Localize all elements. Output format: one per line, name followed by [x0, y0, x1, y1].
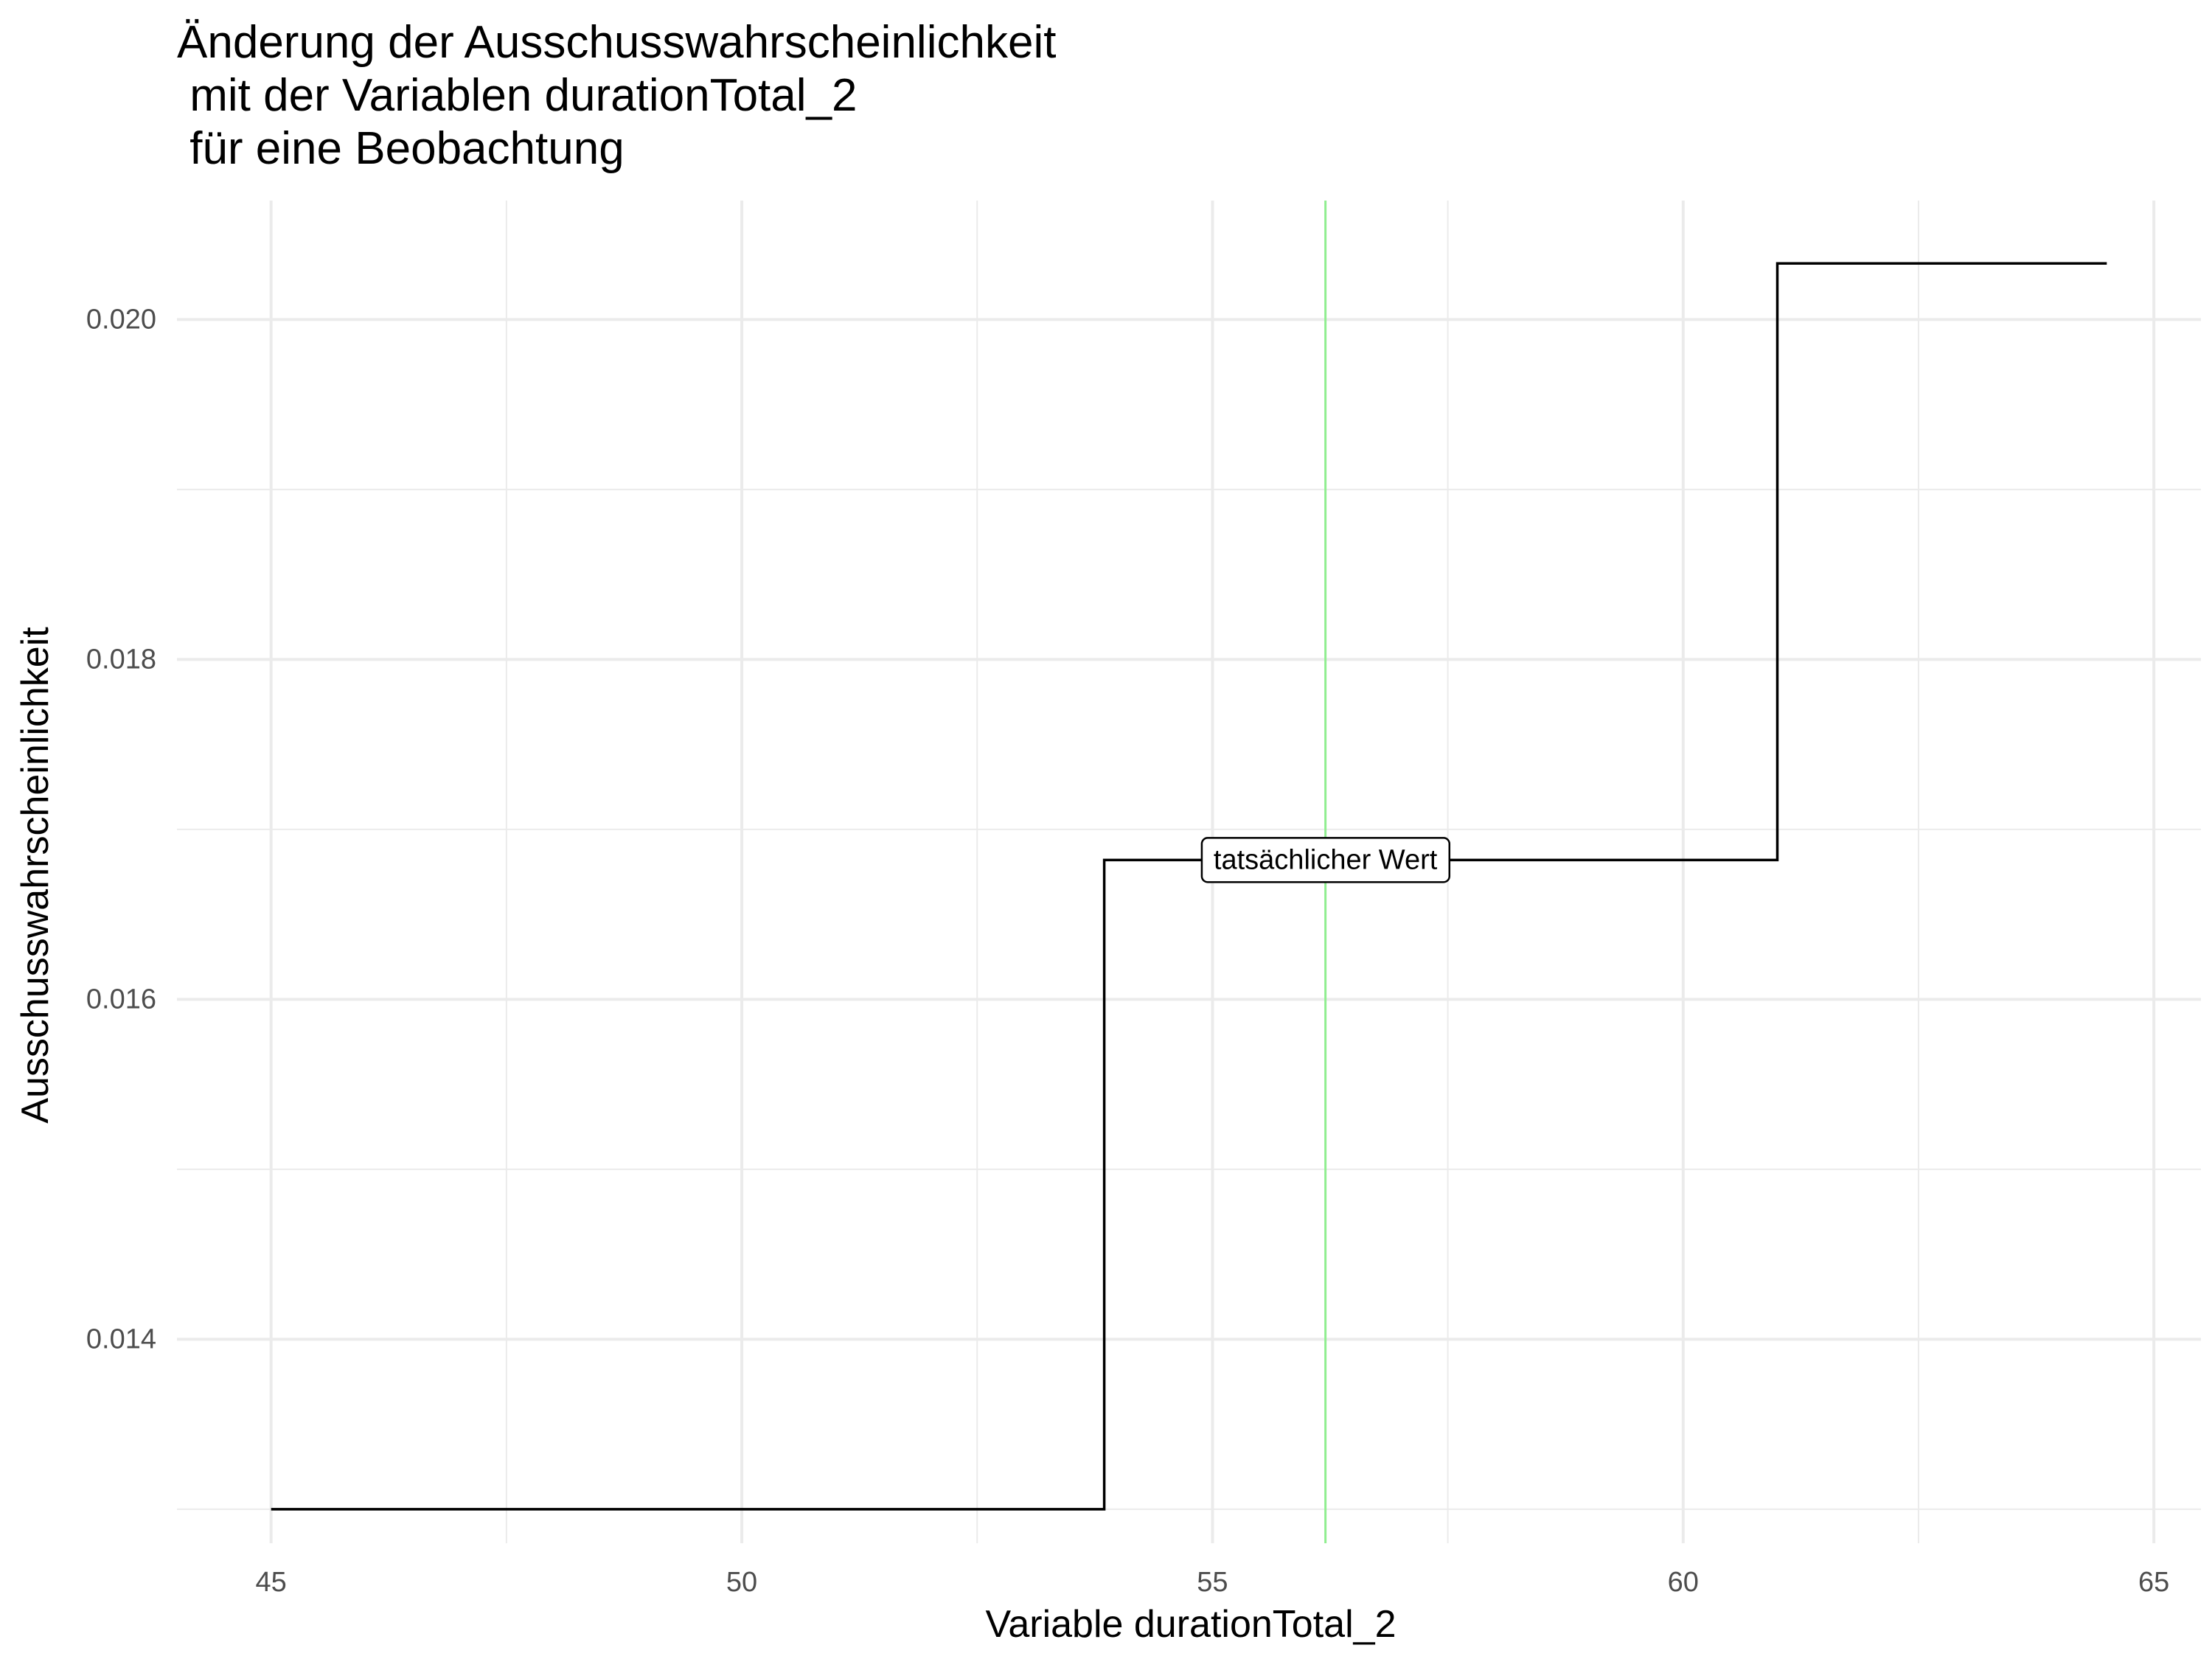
- series-line-0: [271, 262, 2107, 1511]
- y-tick-label: 0.014: [86, 1324, 156, 1354]
- chart-title-line-2: mit der Variablen durationTotal_2: [177, 70, 858, 121]
- annotation-box: [1200, 837, 1451, 883]
- grid: [177, 201, 2201, 1543]
- x-tick-label: 55: [1197, 1567, 1228, 1598]
- x-tick-label: 45: [256, 1567, 287, 1598]
- chart-title: Änderung der Ausschusswahrscheinlichkeit…: [177, 17, 1056, 174]
- y-axis-tick-labels: 0.014 0.016 0.018 0.020: [86, 304, 156, 1354]
- x-axis-title: Variable durationTotal_2: [986, 1603, 1397, 1646]
- x-tick-label: 60: [1668, 1567, 1699, 1598]
- x-tick-label: 65: [2138, 1567, 2169, 1598]
- y-axis-title: Ausschusswahrscheinlichkeit: [14, 627, 57, 1124]
- annotation-layer: tatsächlicher Wert: [1200, 837, 1451, 883]
- x-axis-tick-labels: 45 50 55 60 65: [256, 1567, 2170, 1598]
- chart-title-line-3: für eine Beobachtung: [177, 123, 625, 174]
- chart-title-line-1: Änderung der Ausschusswahrscheinlichkeit: [177, 17, 1056, 68]
- annotation-label: tatsächlicher Wert: [1214, 844, 1438, 875]
- y-tick-label: 0.016: [86, 984, 156, 1015]
- y-tick-label: 0.020: [86, 304, 156, 335]
- y-tick-label: 0.018: [86, 644, 156, 675]
- series-layer: [271, 262, 2107, 1511]
- x-tick-label: 50: [726, 1567, 757, 1598]
